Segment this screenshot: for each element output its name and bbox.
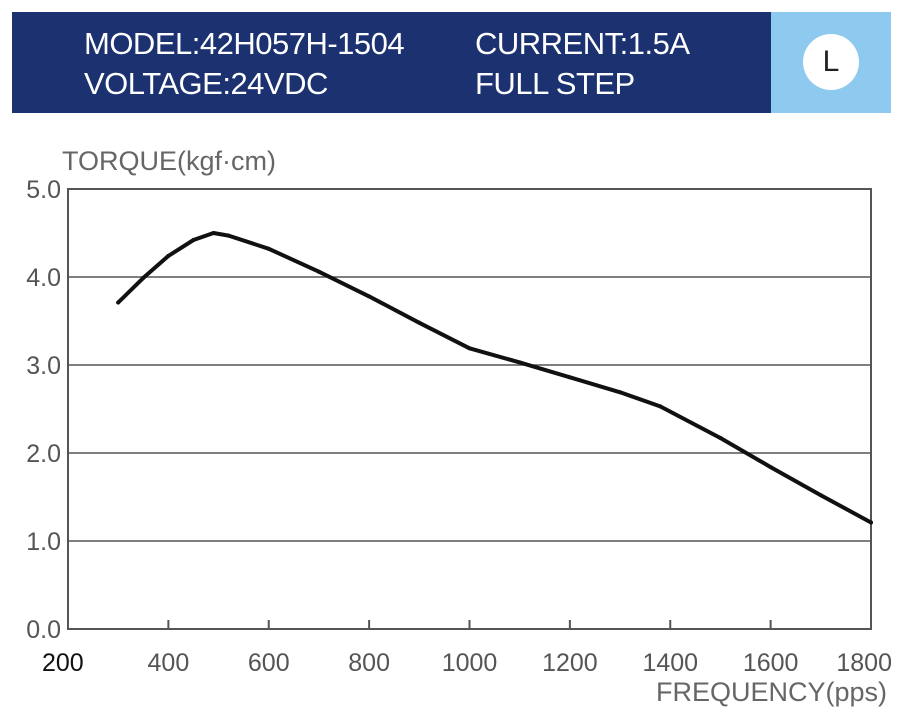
voltage-label: VOLTAGE:24VDC: [84, 66, 328, 101]
torque-point: [658, 404, 663, 409]
step-mode-label: FULL STEP: [475, 66, 635, 101]
torque-point: [718, 436, 723, 441]
x-tick-label: 200: [42, 649, 84, 677]
torque-point: [517, 360, 522, 365]
torque-point: [191, 238, 196, 243]
x-axis-title: FREQUENCY(pps): [656, 677, 887, 707]
torque-point: [467, 346, 472, 351]
x-tick-label: 1400: [642, 649, 698, 677]
y-tick-label: 4.0: [26, 264, 61, 292]
torque-point: [768, 465, 773, 470]
size-badge: L: [803, 34, 859, 90]
y-tick-label: 1.0: [26, 528, 61, 556]
y-tick-label: 2.0: [26, 440, 61, 468]
x-tick-label: 1200: [542, 649, 598, 677]
torque-point: [116, 300, 121, 305]
torque-point: [141, 275, 146, 280]
torque-point: [266, 246, 271, 251]
model-label: MODEL:42H057H-1504: [84, 26, 405, 61]
x-tick-label: 600: [248, 649, 290, 677]
torque-point: [567, 375, 572, 380]
spec-banner: MODEL:42H057H-1504 CURRENT:1.5A VOLTAGE:…: [12, 12, 771, 113]
torque-point: [367, 294, 372, 299]
torque-point: [211, 231, 216, 235]
y-tick-label: 3.0: [26, 352, 61, 380]
x-tick-label: 800: [348, 649, 390, 677]
x-tick-label: 1600: [743, 649, 799, 677]
y-tick-label: 0.0: [26, 616, 61, 644]
x-tick-label: 1000: [442, 649, 498, 677]
torque-point: [226, 233, 231, 238]
current-label: CURRENT:1.5A: [475, 26, 690, 61]
size-badge-panel: L: [771, 12, 891, 113]
y-axis-title: TORQUE(kgf·cm): [62, 146, 276, 176]
torque-point: [166, 253, 171, 258]
torque-point: [818, 493, 823, 498]
x-tick-label: 400: [148, 649, 190, 677]
y-tick-label: 5.0: [26, 176, 61, 204]
plot-frame: [67, 188, 872, 630]
torque-point: [618, 390, 623, 395]
torque-point: [417, 320, 422, 325]
torque-point: [316, 269, 321, 274]
torque-point: [869, 520, 873, 525]
x-tick-label: 1800: [836, 649, 892, 677]
